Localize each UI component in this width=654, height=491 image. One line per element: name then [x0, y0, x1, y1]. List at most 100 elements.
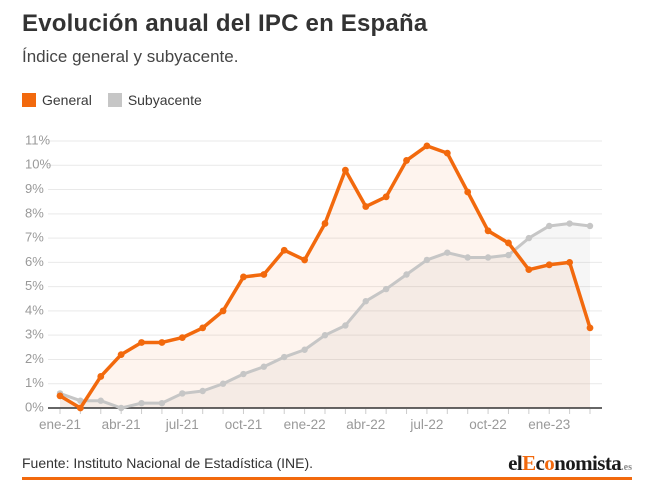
svg-text:0%: 0%: [25, 399, 44, 414]
point-general: [321, 220, 329, 227]
point-subyacente: [342, 322, 349, 329]
point-general: [158, 339, 166, 346]
point-general: [280, 246, 288, 254]
point-general: [545, 261, 553, 269]
point-general: [341, 166, 349, 174]
page-subtitle: Índice general y subyacente.: [22, 47, 239, 66]
svg-text:9%: 9%: [25, 181, 44, 196]
legend-swatch-icon: [107, 93, 122, 107]
point-general: [464, 188, 472, 196]
svg-text:jul-22: jul-22: [409, 417, 443, 432]
logo-segment: c: [535, 451, 545, 475]
svg-text:6%: 6%: [25, 254, 44, 269]
point-subyacente: [484, 254, 492, 261]
x-axis-labels: ene-21 abr-21 jul-21 oct-21 ene-22 abr-22 jul-…: [39, 417, 570, 432]
point-subyacente: [566, 220, 573, 227]
point-subyacente: [301, 346, 308, 353]
point-general: [199, 324, 207, 332]
svg-text:10%: 10%: [25, 157, 51, 172]
point-general: [178, 334, 186, 342]
point-general: [484, 227, 492, 235]
point-subyacente: [179, 390, 186, 397]
point-general: [117, 351, 125, 358]
x-axis-ticks: [59, 409, 591, 414]
point-subyacente: [444, 249, 451, 256]
point-general: [240, 273, 247, 281]
point-subyacente: [199, 387, 206, 395]
series-general: [56, 142, 594, 412]
legend-swatch-icon: [22, 93, 36, 107]
svg-text:oct-21: oct-21: [225, 417, 263, 432]
point-general: [505, 239, 512, 247]
svg-text:3%: 3%: [25, 327, 44, 342]
svg-text:2%: 2%: [25, 351, 44, 366]
point-subyacente: [260, 363, 268, 370]
point-subyacente: [158, 399, 166, 407]
page-title: Evolución anual del IPC en España: [22, 10, 428, 37]
point-general: [219, 307, 227, 315]
svg-text:ene-23: ene-23: [528, 417, 570, 432]
area-subyacente: [60, 223, 590, 408]
point-subyacente: [464, 254, 471, 261]
point-general: [138, 339, 145, 346]
point-subyacente: [362, 298, 369, 305]
svg-text:1%: 1%: [25, 375, 44, 390]
point-subyacente: [219, 380, 227, 387]
legend-item-general: General: [22, 92, 92, 108]
point-subyacente: [281, 353, 288, 361]
logo-segment: el: [508, 451, 523, 475]
brand-rule: [22, 477, 632, 480]
point-subyacente: [240, 370, 247, 378]
legend-item-subyacente: Subyacente: [107, 92, 202, 108]
point-general: [382, 193, 390, 201]
point-subyacente: [403, 271, 410, 278]
point-subyacente: [423, 256, 431, 264]
svg-text:oct-22: oct-22: [469, 417, 507, 432]
point-subyacente: [321, 331, 329, 339]
svg-text:abr-22: abr-22: [346, 417, 385, 432]
point-general: [301, 256, 309, 264]
legend-label: General: [42, 92, 92, 108]
point-general: [443, 149, 451, 157]
point-subyacente: [382, 285, 390, 293]
point-subyacente: [117, 404, 125, 412]
area-general: [60, 145, 590, 408]
eleconomista-logo: elEconomista.es: [508, 451, 632, 476]
point-general: [423, 142, 431, 150]
point-subyacente: [138, 399, 145, 407]
chart-legend: General Subyacente: [22, 92, 202, 108]
svg-text:jul-21: jul-21: [165, 417, 199, 432]
logo-segment: o: [544, 451, 555, 475]
series-subyacente: [56, 220, 594, 412]
svg-text:ene-21: ene-21: [39, 417, 81, 432]
svg-text:4%: 4%: [25, 302, 44, 317]
point-subyacente: [586, 222, 594, 230]
point-subyacente: [525, 234, 533, 242]
point-general: [525, 266, 533, 274]
point-general: [586, 324, 594, 332]
point-subyacente: [546, 222, 553, 230]
logo-segment: .es: [621, 462, 632, 473]
svg-text:5%: 5%: [25, 278, 44, 293]
svg-text:7%: 7%: [25, 230, 44, 245]
svg-text:8%: 8%: [25, 205, 44, 220]
point-general: [362, 203, 370, 210]
svg-text:ene-22: ene-22: [284, 417, 326, 432]
point-subyacente: [97, 397, 104, 404]
logo-segment: nomista: [554, 451, 622, 475]
svg-text:abr-21: abr-21: [102, 417, 141, 432]
point-general: [76, 404, 84, 412]
point-general: [260, 271, 268, 278]
svg-text:11%: 11%: [25, 132, 50, 147]
legend-label: Subyacente: [127, 92, 202, 108]
logo-segment: E: [522, 451, 536, 475]
point-subyacente: [505, 251, 512, 259]
point-general: [566, 258, 574, 266]
point-general: [56, 392, 64, 400]
point-general: [403, 157, 410, 164]
y-axis-labels: 0% 1% 2% 3% 4% 5% 6% 7% 8% 9% 10% 11%: [25, 132, 51, 414]
source-note: Fuente: Instituto Nacional de Estadístic…: [22, 455, 314, 471]
point-general: [97, 373, 105, 380]
